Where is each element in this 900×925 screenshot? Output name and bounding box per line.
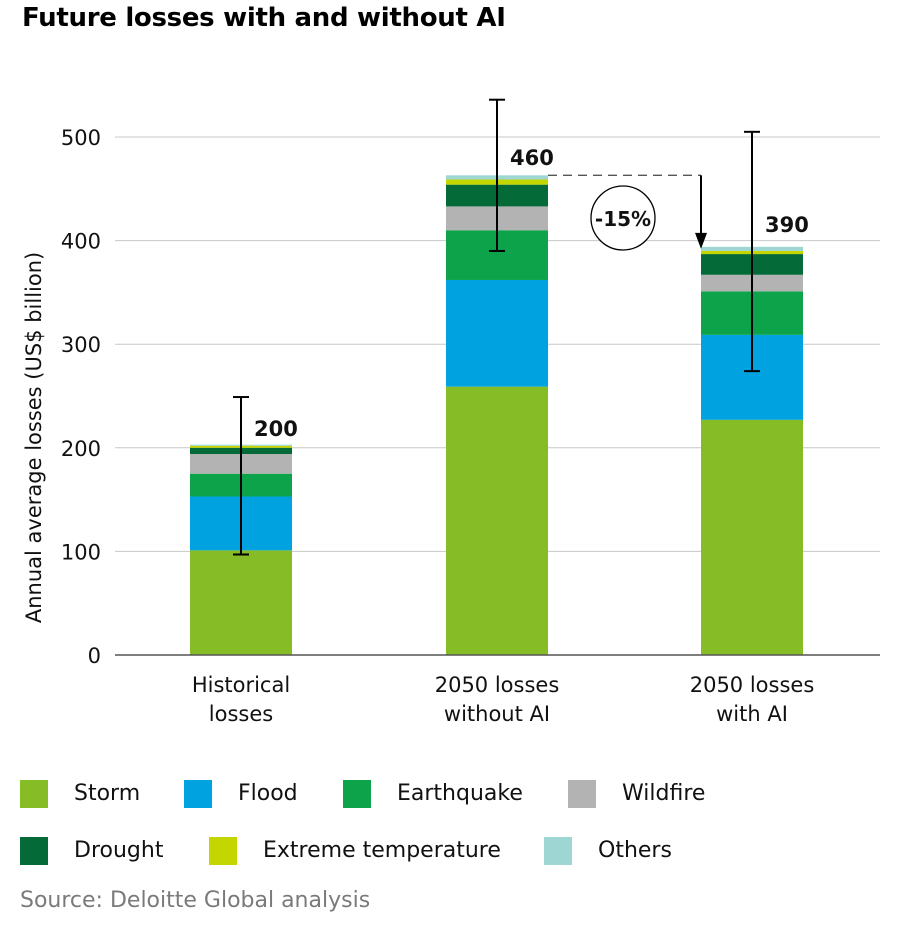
legend-row-2: Drought Extreme temperature Others bbox=[20, 835, 880, 867]
annotation-label: -15% bbox=[595, 207, 651, 231]
legend-swatch-drought bbox=[20, 837, 48, 865]
legend-swatch-wildfire bbox=[568, 780, 596, 808]
total-label-0: 200 bbox=[254, 417, 298, 441]
x-tick-label-2: 2050 losses with AI bbox=[690, 673, 815, 726]
x-tick-label-line: losses bbox=[209, 702, 273, 726]
bar-segment-storm-1 bbox=[446, 386, 548, 655]
source-note: Source: Deloitte Global analysis bbox=[20, 888, 371, 913]
legend-label-extreme-temperature: Extreme temperature bbox=[263, 838, 501, 863]
reduction-annotation: -15% bbox=[548, 174, 707, 251]
y-tick-label-300: 300 bbox=[61, 333, 101, 357]
y-tick-label-0: 0 bbox=[88, 644, 101, 668]
legend-label-wildfire: Wildfire bbox=[622, 781, 706, 806]
annotation-circle bbox=[590, 185, 656, 251]
legend-swatch-extreme-temperature bbox=[209, 837, 237, 865]
y-tick-label-100: 100 bbox=[61, 540, 101, 564]
legend-swatch-earthquake bbox=[343, 780, 371, 808]
x-tick-label-line: 2050 losses bbox=[690, 673, 815, 697]
bar-segment-storm-2 bbox=[701, 419, 803, 655]
x-tick-label-0: Historical losses bbox=[192, 673, 290, 726]
bar-segment-flood-1 bbox=[446, 279, 548, 387]
total-label-2: 390 bbox=[765, 213, 809, 237]
legend-label-drought: Drought bbox=[74, 838, 164, 863]
total-label-1: 460 bbox=[510, 146, 554, 170]
x-tick-label-1: 2050 losses without AI bbox=[435, 673, 560, 726]
legend-swatch-others bbox=[544, 837, 572, 865]
legend-swatch-flood bbox=[184, 780, 212, 808]
legend-row-1: Storm Flood Earthquake Wildfire bbox=[20, 778, 880, 810]
y-axis-label: Annual average losses (US$ billion) bbox=[22, 252, 46, 623]
bar-segment-storm-0 bbox=[190, 550, 292, 655]
x-tick-label-line: Historical bbox=[192, 673, 290, 697]
annotation-arrow-head bbox=[695, 232, 707, 249]
axes: 0 100 200 300 400 500 Annual average losses (U… bbox=[22, 126, 880, 726]
y-tick-label-400: 400 bbox=[61, 230, 101, 254]
legend-label-earthquake: Earthquake bbox=[397, 781, 523, 806]
x-tick-label-line: without AI bbox=[444, 702, 550, 726]
y-tick-label-200: 200 bbox=[61, 437, 101, 461]
x-tick-label-line: 2050 losses bbox=[435, 673, 560, 697]
error-bars bbox=[233, 98, 760, 556]
legend-label-others: Others bbox=[598, 838, 672, 863]
legend-label-flood: Flood bbox=[238, 781, 298, 806]
data-labels: 200 460 390 bbox=[254, 146, 809, 441]
chart-plot: 0 100 200 300 400 500 Annual average losses (U… bbox=[22, 98, 880, 726]
chart-title: Future losses with and without AI bbox=[22, 3, 506, 33]
x-tick-label-line: with AI bbox=[716, 702, 788, 726]
legend-swatch-storm bbox=[20, 780, 48, 808]
y-tick-label-500: 500 bbox=[61, 126, 101, 150]
legend-label-storm: Storm bbox=[74, 781, 141, 806]
